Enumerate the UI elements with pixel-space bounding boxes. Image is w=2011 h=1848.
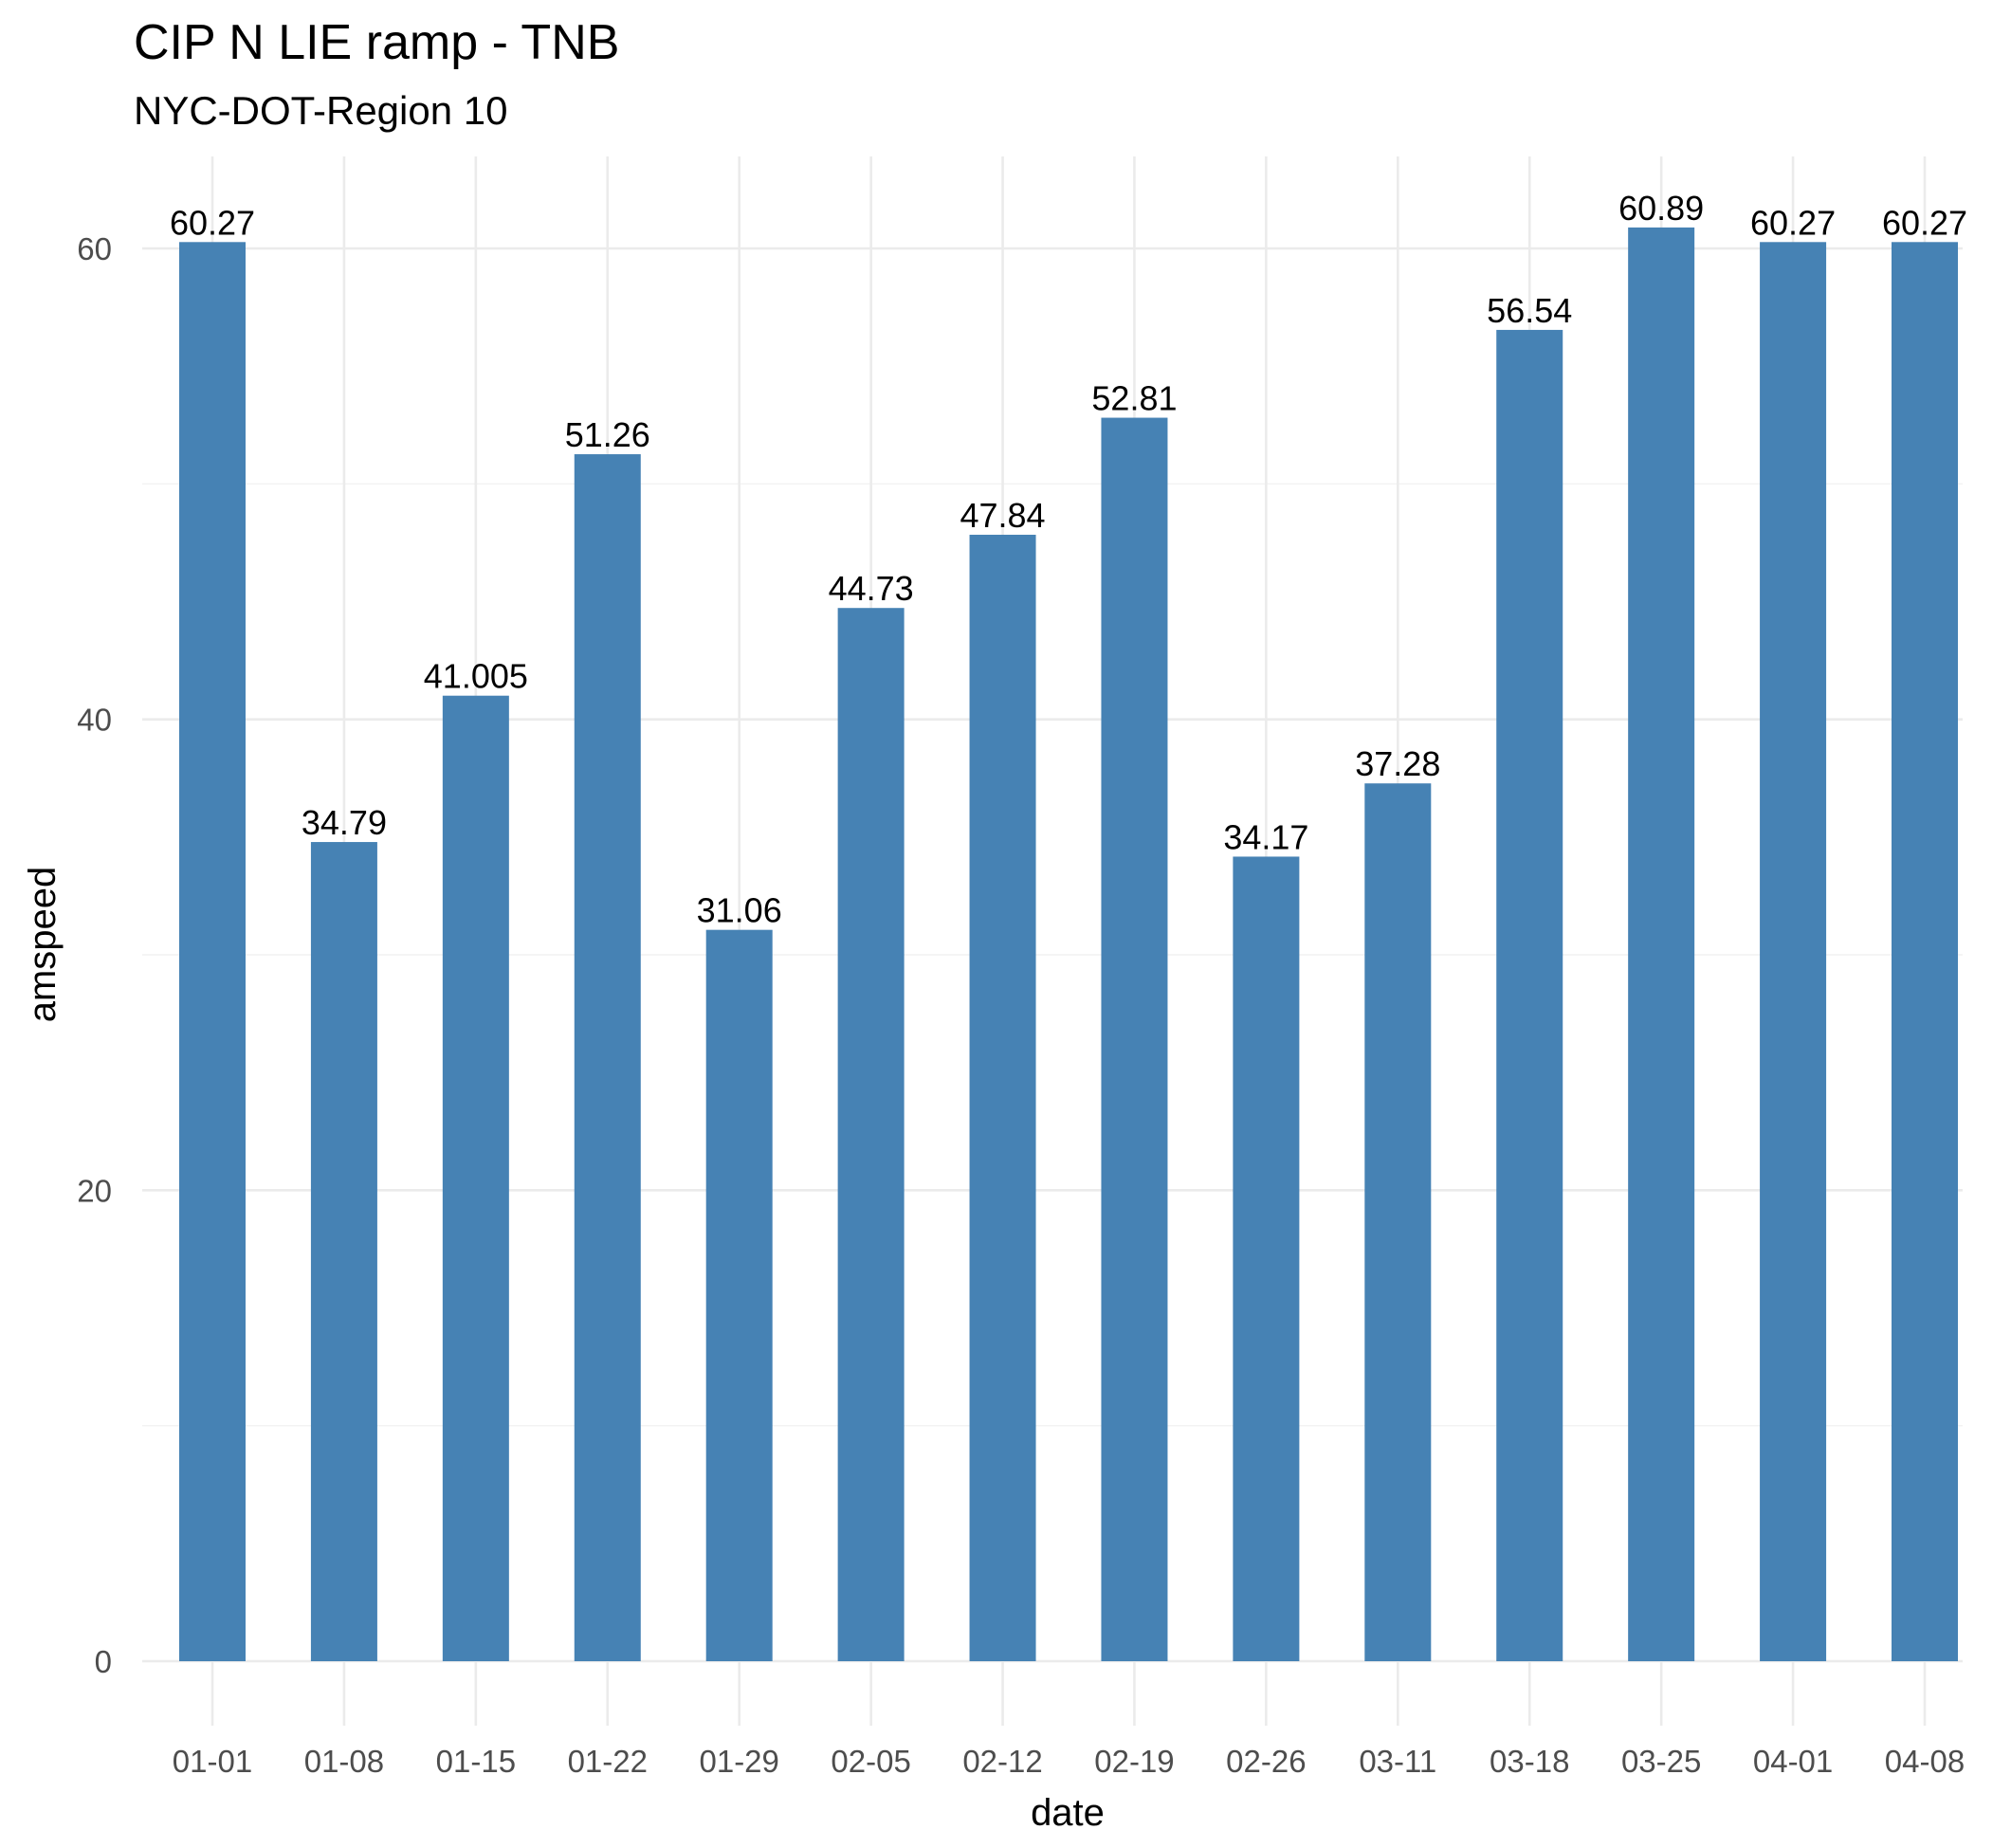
bar-03-25 [1628,227,1695,1662]
chart-subtitle: NYC-DOT-Region 10 [134,88,507,133]
x-tick-label: 03-11 [1359,1744,1436,1779]
x-axis-title: date [1031,1792,1105,1834]
bar-01-08 [310,842,377,1661]
x-tick-label: 02-19 [1094,1744,1174,1779]
y-tick-label: 40 [77,703,112,738]
bar-02-26 [1233,856,1300,1661]
bar-02-12 [969,534,1036,1661]
data-label-01-01: 60.27 [170,203,255,242]
y-tick-label: 60 [77,231,112,266]
bar-03-11 [1364,783,1432,1661]
x-tick-label: 04-08 [1885,1744,1965,1779]
x-tick-label: 01-01 [173,1744,252,1779]
data-label-03-18: 56.54 [1487,291,1572,330]
data-label-01-22: 51.26 [565,415,650,454]
x-tick-label: 02-26 [1226,1744,1306,1779]
x-tick-label: 03-18 [1490,1744,1569,1779]
bars [179,227,1958,1662]
bar-01-15 [442,695,509,1661]
bar-02-05 [837,608,905,1661]
data-label-01-08: 34.79 [302,803,387,842]
bar-01-29 [705,929,773,1661]
x-tick-label: 04-01 [1753,1744,1833,1779]
y-tick-label: 0 [95,1644,112,1679]
data-label-02-12: 47.84 [960,496,1045,535]
bar-02-19 [1101,417,1168,1662]
x-tick-label: 01-15 [436,1744,516,1779]
x-tick-label: 02-12 [962,1744,1042,1779]
bar-01-22 [574,454,641,1661]
bar-01-01 [179,242,246,1661]
data-label-04-08: 60.27 [1882,203,1967,242]
bar-04-01 [1760,242,1827,1661]
bar-04-08 [1892,242,1958,1661]
data-label-01-29: 31.06 [697,891,782,930]
chart-title: CIP N LIE ramp - TNB [134,15,619,70]
y-tick-label: 20 [77,1173,112,1208]
y-axis-ticks: 0 20 40 60 [77,231,112,1679]
data-labels: 60.27 34.79 41.005 51.26 31.06 44.73 47.84 52.8… [170,189,1967,930]
data-label-04-01: 60.27 [1750,203,1836,242]
data-label-03-25: 60.89 [1618,189,1704,228]
data-label-02-19: 52.81 [1091,379,1177,418]
x-axis-ticks: 01-01 01-08 01-15 01-22 01-29 02-05 02-12 02-19… [173,1744,1965,1779]
data-label-01-15: 41.005 [424,657,528,696]
data-label-02-26: 34.17 [1223,817,1308,856]
bar-03-18 [1496,329,1563,1661]
y-axis-title: amspeed [22,867,64,1023]
data-label-03-11: 37.28 [1355,744,1440,783]
x-tick-label: 01-22 [568,1744,648,1779]
x-tick-label: 01-29 [699,1744,778,1779]
x-tick-label: 02-05 [831,1744,910,1779]
x-tick-label: 03-25 [1621,1744,1701,1779]
data-label-02-05: 44.73 [829,569,914,608]
x-tick-label: 01-08 [304,1744,384,1779]
